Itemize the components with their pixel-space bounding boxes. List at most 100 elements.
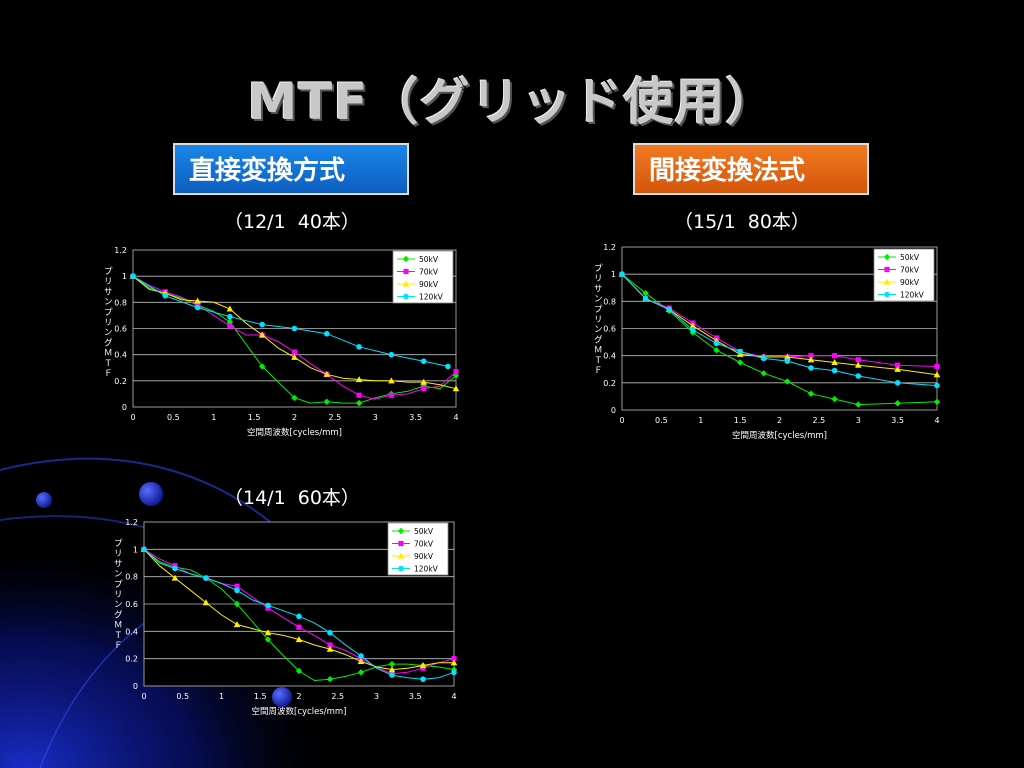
data-point-90kV xyxy=(226,305,234,312)
chart-legend: 50kV 70kV 90kV 120kV xyxy=(873,248,935,302)
data-point-90kV xyxy=(202,599,210,606)
legend-box xyxy=(387,522,449,576)
data-point-120kV xyxy=(265,602,271,609)
data-point-50kV xyxy=(264,636,272,643)
data-point-90kV xyxy=(357,658,365,664)
data-point-120kV xyxy=(234,587,240,594)
x-tick-label: 3 xyxy=(373,413,378,422)
x-tick-label: 0 xyxy=(130,413,135,422)
y-tick-label: 1 xyxy=(133,545,138,554)
x-tick-label: 1 xyxy=(211,413,216,422)
data-point-120kV xyxy=(808,365,814,371)
data-point-120kV xyxy=(324,330,330,337)
data-point-120kV xyxy=(420,676,426,682)
data-point-70kV xyxy=(453,369,459,375)
data-point-90kV xyxy=(388,666,396,673)
y-tick-label: 0.8 xyxy=(114,298,127,307)
x-tick-label: 1.5 xyxy=(734,416,747,425)
data-point-50kV xyxy=(323,398,330,405)
legend-label-70kV: 70kV xyxy=(414,540,434,549)
data-point-70kV xyxy=(808,353,814,359)
y-tick-label: 0 xyxy=(611,406,616,415)
data-point-120kV xyxy=(130,273,136,279)
y-tick-label: 0.4 xyxy=(603,352,616,361)
data-point-120kV xyxy=(784,358,791,364)
data-point-50kV xyxy=(713,347,720,354)
data-point-50kV xyxy=(807,390,815,397)
data-point-90kV xyxy=(355,376,363,383)
chart-legend: 50kV 70kV 90kV 120kV xyxy=(387,522,449,576)
legend-label-90kV: 90kV xyxy=(414,552,434,561)
data-point-50kV xyxy=(831,395,838,403)
data-point-120kV xyxy=(666,306,673,313)
data-point-50kV xyxy=(894,400,901,407)
x-tick-label: 4 xyxy=(451,692,456,701)
legend-marker-70kV xyxy=(884,266,890,273)
data-point-120kV xyxy=(162,292,169,299)
mtf-chart-80: 0 0.2 0.4 0.6 0.8 1 1.2 0 0.5 1 1.5 2 2.5 3 3.5 4 空間周波数[… xyxy=(594,243,941,441)
indirect-conversion-label: 間接変換法式 xyxy=(633,143,869,195)
x-tick-label: 3 xyxy=(856,416,861,425)
legend-label-50kV: 50kV xyxy=(900,253,920,262)
legend-label-90kV: 90kV xyxy=(900,278,920,287)
data-point-90kV xyxy=(258,331,266,338)
data-point-50kV xyxy=(642,289,649,297)
y-tick-label: 1.2 xyxy=(114,246,127,255)
legend-marker-120kV xyxy=(398,565,404,572)
legend-label-50kV: 50kV xyxy=(419,255,439,264)
data-point-90kV xyxy=(420,378,427,385)
y-tick-label: 0.8 xyxy=(125,573,138,582)
data-point-90kV xyxy=(291,353,298,360)
x-tick-label: 3.5 xyxy=(891,416,904,425)
mtf-chart-60: 0 0.2 0.4 0.6 0.8 1 1.2 0 0.5 1 1.5 2 2.5 3 3.5 4 空間周波数[… xyxy=(114,518,458,717)
x-tick-label: 0.5 xyxy=(176,692,189,701)
data-point-90kV xyxy=(831,359,838,366)
data-point-120kV xyxy=(690,327,696,333)
data-point-90kV xyxy=(326,645,334,652)
x-tick-label: 2.5 xyxy=(329,413,342,422)
data-point-70kV xyxy=(420,665,426,671)
series-120kV xyxy=(130,273,451,370)
y-tick-label: 1 xyxy=(122,272,127,281)
data-point-120kV xyxy=(619,271,625,277)
x-tick-label: 2.5 xyxy=(813,416,826,425)
data-point-90kV xyxy=(388,377,395,384)
data-point-120kV xyxy=(713,340,720,347)
data-point-120kV xyxy=(172,565,178,572)
data-point-90kV xyxy=(233,621,241,628)
data-point-120kV xyxy=(831,367,838,374)
data-point-90kV xyxy=(264,629,272,636)
data-point-90kV xyxy=(450,659,458,666)
decorative-orb xyxy=(36,492,52,508)
x-tick-label: 0.5 xyxy=(167,413,180,422)
y-tick-label: 0 xyxy=(133,682,138,691)
data-point-70kV xyxy=(296,624,302,630)
direct-conversion-label: 直接変換方式 xyxy=(173,143,409,195)
y-tick-label: 0 xyxy=(122,403,127,412)
legend-label-120kV: 120kV xyxy=(419,293,444,302)
legend-marker-70kV xyxy=(398,540,404,547)
data-point-120kV xyxy=(259,321,265,328)
data-point-70kV xyxy=(356,392,362,398)
legend-marker-90kV xyxy=(402,280,410,287)
x-tick-label: 0.5 xyxy=(655,416,668,425)
y-tick-label: 0.6 xyxy=(603,325,616,334)
data-point-90kV xyxy=(894,365,901,372)
x-tick-label: 2 xyxy=(777,416,782,425)
data-point-120kV xyxy=(389,672,395,678)
data-point-50kV xyxy=(291,394,298,402)
y-tick-label: 0.2 xyxy=(603,379,616,388)
data-point-50kV xyxy=(355,399,363,407)
data-point-90kV xyxy=(295,636,303,643)
data-point-50kV xyxy=(760,370,767,377)
x-tick-label: 1 xyxy=(698,416,703,425)
legend-box xyxy=(873,248,935,302)
y-axis-label: プリサンプリングＭＴＦ xyxy=(594,264,603,376)
legend-label-120kV: 120kV xyxy=(414,565,439,574)
data-point-90kV xyxy=(807,356,815,363)
data-point-120kV xyxy=(760,355,767,362)
data-point-120kV xyxy=(855,373,862,379)
data-point-50kV xyxy=(855,401,862,408)
x-tick-label: 4 xyxy=(934,416,939,425)
x-tick-label: 2.5 xyxy=(331,692,344,701)
